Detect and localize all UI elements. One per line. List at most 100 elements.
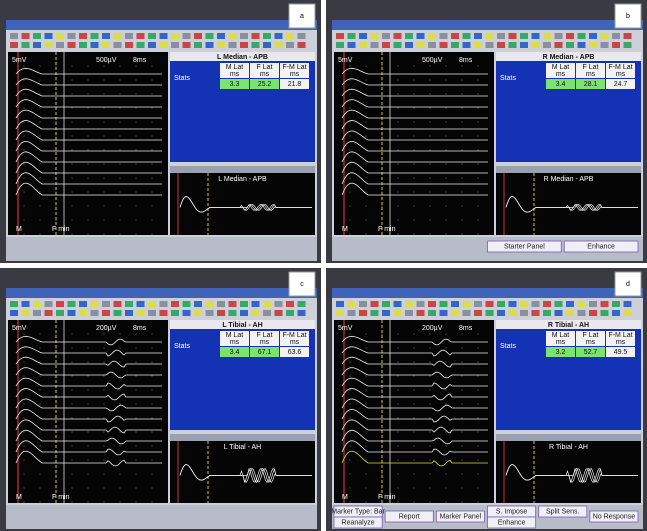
button-label[interactable]: Marker Panel [440,513,482,520]
button[interactable] [384,510,434,523]
grid-dot [23,459,25,461]
toolbar-icon [428,33,436,39]
grid-dot [87,473,89,475]
marker-label: F min [52,226,70,233]
grid-dot [429,473,431,475]
toolbar-icon [159,310,168,316]
grid-dot [119,93,121,95]
grid-dot [413,177,415,179]
toolbar-icon [113,310,122,316]
grid-dot [23,375,25,377]
unit: ms [260,71,270,78]
grid-dot [23,233,25,235]
toolbar-icon [205,301,214,307]
toolbar-icon [44,42,53,48]
toolbar-icon [554,301,563,307]
toolbar-icon [228,42,237,48]
grid-dot [135,347,137,349]
grid-dot [119,501,121,503]
button-label[interactable]: Starter Panel [504,243,545,250]
button[interactable] [487,516,537,529]
trace [15,120,162,130]
grid-dot [39,107,41,109]
grid-dot [151,93,153,95]
button-label[interactable]: S. Impose [496,508,528,515]
grid-dot [397,191,399,193]
toolbar-icon [508,33,517,39]
grid-dot [87,403,89,405]
header: F Lat [583,64,599,71]
button[interactable] [538,505,588,518]
button[interactable] [589,510,639,523]
wave-title-bar [496,434,641,441]
grid-dot [23,417,25,419]
toolbar-icon [600,310,609,316]
toolbar-icon [508,310,517,316]
toolbar-icon [286,310,294,316]
toolbar-icon [56,301,64,307]
toolbar-icon [347,33,356,39]
grid-dot [103,333,105,335]
grid-dot [87,375,89,377]
unit: ms [260,339,270,346]
grid-dot [23,473,25,475]
grid-dot [87,361,89,363]
grid-dot [71,501,73,503]
grid-dot [365,501,367,503]
toolbar-icon [240,42,248,48]
sensitivity: 5mV [338,57,353,64]
grid-dot [461,487,463,489]
grid-dot [461,361,463,363]
grid-dot [349,417,351,419]
grid-dot [349,135,351,137]
stats-title-bar [496,52,641,61]
value-cell [280,79,309,89]
stats-title-bar [170,52,315,61]
grid-dot [349,445,351,447]
grid-dot [71,191,73,193]
grid-dot [397,163,399,165]
button-label[interactable]: Split Sens. [546,508,580,515]
grid-dot [349,65,351,67]
trace [341,172,488,185]
grid-dot [71,361,73,363]
button[interactable] [487,240,562,253]
grid-dot [429,403,431,405]
button[interactable] [563,240,639,253]
toolbar-icon [240,301,248,307]
toolbar-icon [577,33,586,39]
toolbar-icon [462,33,471,39]
button[interactable] [333,516,383,529]
button-label[interactable]: Enhance [587,243,615,250]
toolbar-icon [531,42,540,48]
grid-dot [71,233,73,235]
toolbar-icon [370,42,379,48]
grid-dot [23,333,25,335]
trace [15,172,162,185]
grid-dot [365,389,367,391]
title-bar [332,20,643,30]
grid-dot [445,431,447,433]
button[interactable] [435,510,485,523]
grid-dot [397,459,399,461]
grid-dot [477,191,479,193]
grid-dot [71,205,73,207]
toolbar-icon [589,310,597,316]
button-label[interactable]: No Response [593,513,636,520]
grid-dot [119,219,121,221]
toolbar-icon [228,301,237,307]
button-label[interactable]: Marker Type: Bar [331,508,385,515]
button-label[interactable]: Report [399,513,420,520]
grid-dot [87,107,89,109]
stats-row-label: Stats [500,343,516,350]
grid-dot [381,205,383,207]
toolbar-icon [393,301,402,307]
toolbar-icon [286,33,294,39]
button-label[interactable]: Reanalyze [342,519,375,526]
grid-dot [87,149,89,151]
grid-dot [103,149,105,151]
button-label[interactable]: Enhance [498,519,526,526]
grid-dot [39,163,41,165]
grid-dot [477,403,479,405]
